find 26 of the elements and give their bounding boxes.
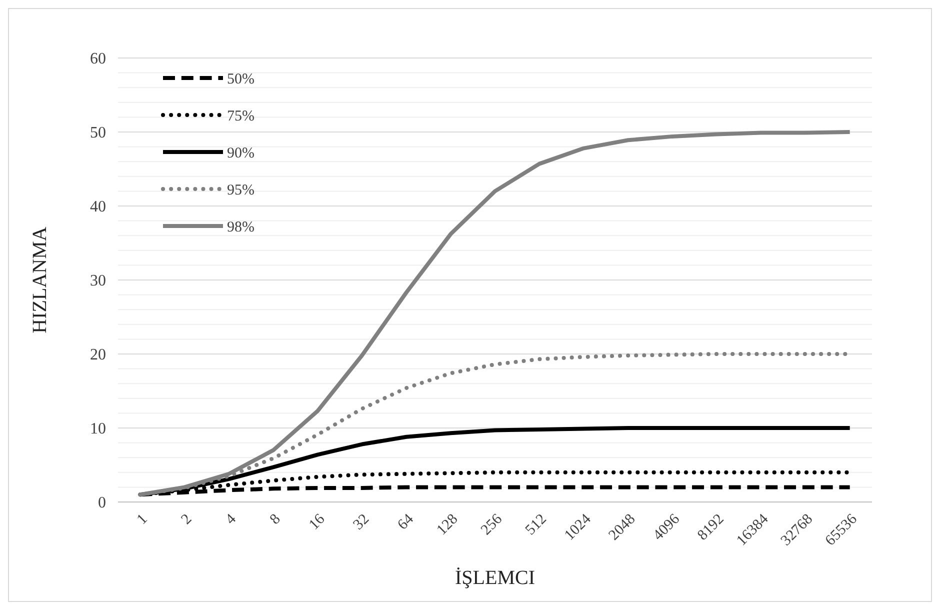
legend-label: 75%	[227, 108, 254, 124]
y-tick-label: 40	[90, 198, 106, 216]
y-tick-label: 0	[98, 494, 106, 512]
legend-label: 95%	[227, 182, 254, 198]
y-tick-label: 60	[90, 50, 106, 68]
y-tick-label: 30	[90, 272, 106, 290]
x-tick-label: 4096	[650, 510, 684, 544]
x-tick-label: 8	[267, 511, 284, 528]
y-tick-label: 50	[90, 124, 106, 142]
legend-label: 98%	[227, 219, 254, 236]
x-tick-label: 4	[222, 510, 240, 528]
y-tick-label: 10	[90, 420, 106, 438]
legend-label: 50%	[227, 71, 254, 88]
x-tick-label: 512	[522, 511, 550, 538]
x-tick-label: 16	[306, 510, 328, 534]
x-tick-label: 256	[478, 510, 506, 538]
legend-label: 90%	[227, 145, 254, 162]
x-tick-label: 8192	[694, 511, 728, 544]
y-axis-title: HIZLANMA	[29, 226, 51, 334]
x-tick-label: 64	[394, 510, 418, 534]
y-tick-label: 20	[90, 346, 106, 364]
x-tick-label: 128	[434, 511, 462, 538]
x-tick-label: 2	[178, 511, 196, 528]
x-tick-label: 1	[134, 511, 151, 528]
x-tick-label: 32	[350, 511, 372, 534]
x-axis-title: İŞLEMCI	[455, 567, 535, 589]
